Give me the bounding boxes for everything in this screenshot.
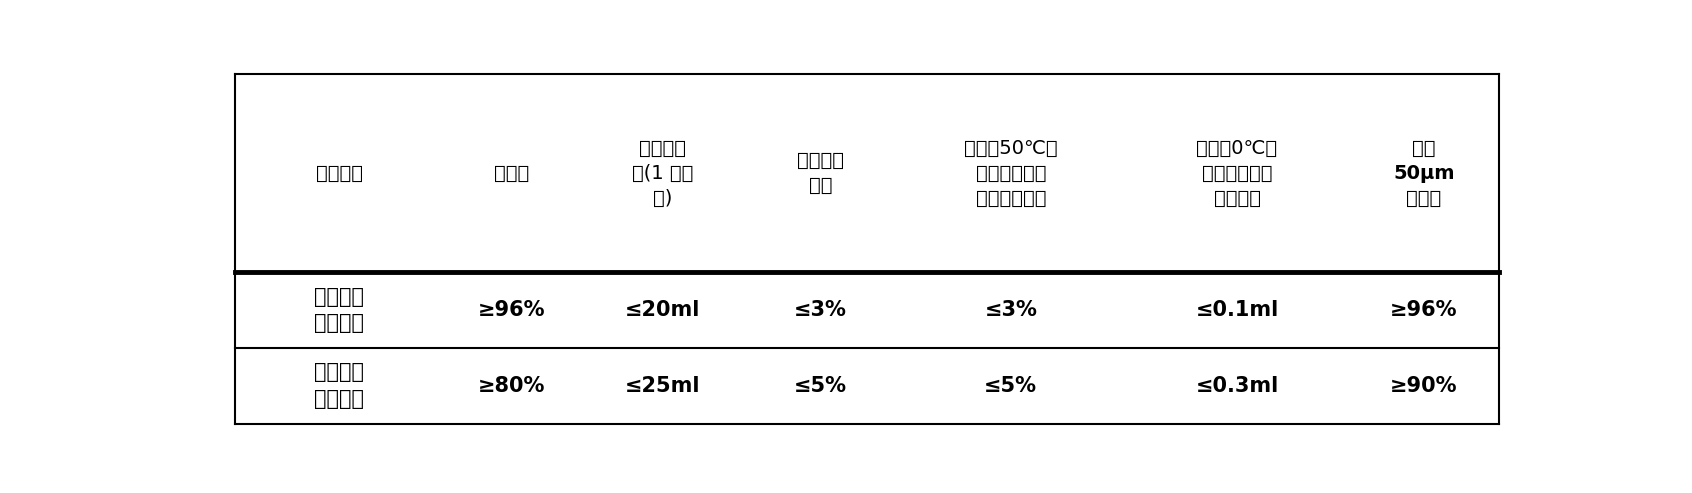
Text: ≤0.1ml: ≤0.1ml <box>1196 300 1279 319</box>
Text: 本发明所
有实施例: 本发明所 有实施例 <box>315 286 364 333</box>
Text: ≥80%: ≥80% <box>477 376 545 395</box>
Text: ≤3%: ≤3% <box>794 300 848 319</box>
Text: 悬浮率: 悬浮率 <box>494 164 530 182</box>
Text: 持久起泡
性(1 分钟
后): 持久起泡 性(1 分钟 后) <box>631 139 694 208</box>
Text: 通过
50μm
试验筛: 通过 50μm 试验筛 <box>1393 139 1455 208</box>
Text: ≤20ml: ≤20ml <box>624 300 700 319</box>
Text: ≤0.3ml: ≤0.3ml <box>1196 376 1279 395</box>
Text: ≤3%: ≤3% <box>985 300 1037 319</box>
Text: 技术指标: 技术指标 <box>316 164 362 182</box>
Text: ≤5%: ≤5% <box>794 376 848 395</box>
Text: ≤5%: ≤5% <box>985 376 1037 395</box>
Text: ≥96%: ≥96% <box>477 300 545 319</box>
Text: ≤25ml: ≤25ml <box>624 376 700 395</box>
Text: 热贮（50℃）
稳定性（有效
成分分解率）: 热贮（50℃） 稳定性（有效 成分分解率） <box>964 139 1058 208</box>
Text: 杀菌产品
规格要求: 杀菌产品 规格要求 <box>315 362 364 409</box>
Text: 倾倒后残
余物: 倾倒后残 余物 <box>797 151 844 195</box>
Text: 低温（0℃）
稳定性（离析
物体积）: 低温（0℃） 稳定性（离析 物体积） <box>1196 139 1277 208</box>
Text: ≥96%: ≥96% <box>1391 300 1457 319</box>
Text: ≥90%: ≥90% <box>1391 376 1457 395</box>
